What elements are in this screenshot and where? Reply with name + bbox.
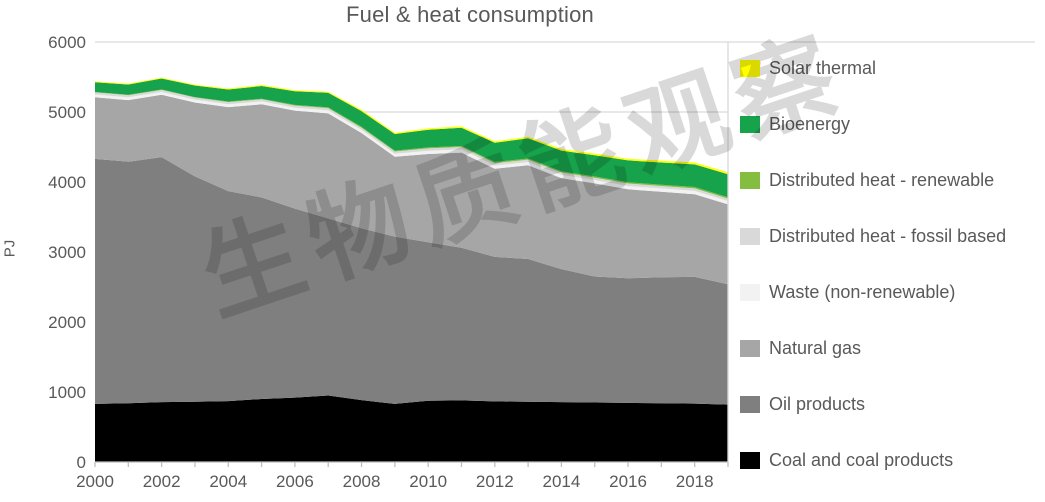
legend-swatch: [740, 339, 760, 357]
legend-item-solar-thermal: Solar thermal: [740, 40, 1042, 96]
legend: Solar thermal Bioenergy Distributed heat -…: [740, 40, 1042, 488]
legend-label: Waste (non-renewable): [769, 281, 956, 302]
legend-item-waste-non-renewable-: Waste (non-renewable): [740, 264, 1042, 320]
x-tick-label: 2010: [409, 472, 447, 491]
legend-label: Distributed heat - renewable: [769, 169, 995, 190]
area-oil-products: [95, 157, 728, 405]
legend-label: Solar thermal: [769, 57, 877, 78]
x-tick-label: 2012: [476, 472, 514, 491]
y-tick-label: 6000: [48, 33, 86, 52]
legend-swatch: [740, 451, 760, 469]
legend-label: Coal and coal products: [769, 449, 954, 470]
y-tick-label: 5000: [48, 103, 86, 122]
x-tick-label: 2014: [543, 472, 581, 491]
legend-label: Distributed heat - fossil based: [769, 225, 1007, 246]
legend-item-distributed-heat-fossil-based: Distributed heat - fossil based: [740, 208, 1042, 264]
x-tick-label: 2008: [343, 472, 381, 491]
y-tick-label: 1000: [48, 383, 86, 402]
legend-label: Natural gas: [769, 337, 862, 358]
legend-swatch: [740, 395, 760, 413]
y-tick-label: 4000: [48, 173, 86, 192]
area-natural-gas: [95, 94, 728, 285]
x-tick-label: 2016: [609, 472, 647, 491]
legend-item-oil-products: Oil products: [740, 376, 1042, 432]
x-tick-label: 2004: [209, 472, 247, 491]
legend-swatch: [740, 227, 760, 245]
legend-item-distributed-heat-renewable: Distributed heat - renewable: [740, 152, 1042, 208]
legend-item-natural-gas: Natural gas: [740, 320, 1042, 376]
chart-title: Fuel & heat consumption: [346, 2, 594, 27]
legend-swatch: [740, 115, 760, 133]
x-tick-label: 2000: [76, 472, 114, 491]
area-bioenergy: [95, 78, 728, 198]
legend-swatch: [740, 59, 760, 77]
x-tick-label: 2002: [143, 472, 181, 491]
area-coal-and-coal-products: [95, 395, 728, 462]
legend-item-coal-and-coal-products: Coal and coal products: [740, 432, 1042, 488]
legend-label: Bioenergy: [769, 113, 851, 134]
y-axis-title: PJ: [1, 239, 19, 258]
y-tick-label: 3000: [48, 243, 86, 262]
legend-item-bioenergy: Bioenergy: [740, 96, 1042, 152]
legend-swatch: [740, 283, 760, 301]
x-tick-label: 2018: [676, 472, 714, 491]
y-tick-label: 0: [77, 453, 86, 472]
area-waste-non-renewable-: [95, 92, 728, 205]
legend-label: Oil products: [769, 393, 866, 414]
legend-swatch: [740, 171, 760, 189]
y-tick-label: 2000: [48, 313, 86, 332]
x-tick-label: 2006: [276, 472, 314, 491]
